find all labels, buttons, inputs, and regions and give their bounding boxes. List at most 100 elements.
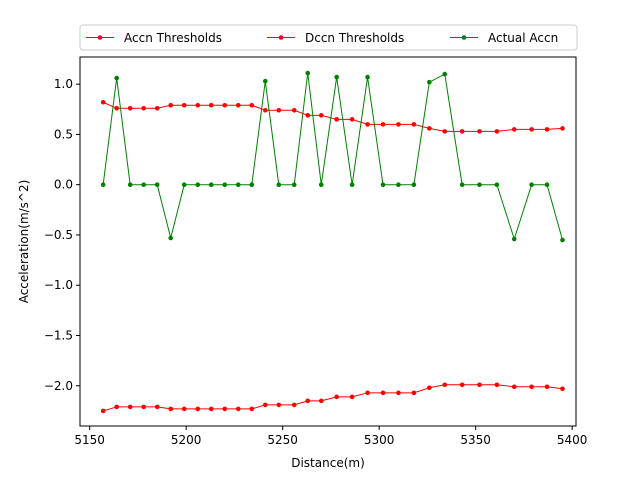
data-point bbox=[195, 406, 201, 412]
data-point bbox=[291, 107, 297, 113]
y-tick-label: −1.5 bbox=[44, 329, 73, 343]
data-point bbox=[100, 99, 106, 105]
data-point bbox=[208, 406, 214, 412]
data-point bbox=[262, 78, 268, 84]
data-point bbox=[222, 102, 228, 108]
x-tick-label: 5200 bbox=[171, 433, 202, 447]
data-point bbox=[494, 182, 500, 187]
data-point bbox=[276, 182, 282, 187]
data-point bbox=[396, 122, 401, 127]
data-point bbox=[380, 122, 386, 127]
x-tick-label: 5300 bbox=[364, 433, 395, 447]
data-point bbox=[154, 105, 160, 111]
data-point bbox=[411, 122, 417, 127]
data-point bbox=[427, 385, 432, 391]
data-point bbox=[411, 182, 417, 187]
data-point bbox=[494, 382, 500, 388]
data-point bbox=[235, 102, 241, 108]
data-point bbox=[262, 107, 268, 113]
data-point bbox=[560, 126, 565, 131]
data-point bbox=[168, 406, 174, 412]
data-point bbox=[222, 406, 228, 412]
data-point bbox=[100, 408, 106, 414]
data-point bbox=[511, 384, 517, 390]
data-point bbox=[127, 105, 133, 111]
data-point bbox=[349, 394, 355, 400]
x-tick-label: 5400 bbox=[557, 433, 588, 447]
data-point bbox=[529, 127, 534, 132]
legend: Accn Thresholds Dccn Thresholds Actual Acc… bbox=[79, 24, 578, 51]
data-point bbox=[334, 117, 339, 122]
legend-box bbox=[79, 24, 578, 51]
data-point bbox=[529, 182, 534, 187]
data-point bbox=[365, 390, 370, 396]
data-point bbox=[380, 182, 386, 187]
legend-label: Actual Accn bbox=[488, 31, 558, 45]
data-point bbox=[365, 122, 370, 127]
data-point bbox=[477, 129, 482, 134]
data-point bbox=[305, 398, 311, 404]
axes-frame bbox=[79, 56, 577, 427]
y-tick-label: −2.0 bbox=[44, 379, 73, 393]
data-point bbox=[154, 404, 160, 410]
data-point bbox=[235, 182, 241, 187]
y-axis-label: Acceleration(m/s^2) bbox=[17, 180, 31, 304]
data-point bbox=[276, 402, 282, 408]
data-point bbox=[291, 182, 297, 187]
data-point bbox=[365, 74, 370, 80]
data-point bbox=[249, 406, 255, 412]
plot-area bbox=[100, 70, 565, 414]
data-point bbox=[560, 237, 565, 243]
data-point bbox=[114, 75, 119, 81]
legend-label: Dccn Thresholds bbox=[305, 31, 404, 45]
data-point bbox=[349, 182, 355, 187]
legend-swatch-marker bbox=[461, 35, 467, 40]
x-tick-label: 5250 bbox=[267, 433, 298, 447]
legend-label: Accn Thresholds bbox=[124, 31, 222, 45]
data-point bbox=[127, 182, 133, 187]
data-point bbox=[154, 182, 160, 187]
data-point bbox=[291, 402, 297, 408]
data-point bbox=[195, 102, 201, 108]
data-point bbox=[114, 404, 119, 410]
data-point bbox=[560, 386, 565, 392]
data-point bbox=[477, 382, 482, 388]
data-point bbox=[168, 102, 174, 108]
data-point bbox=[114, 105, 119, 111]
data-point bbox=[141, 105, 146, 111]
data-point bbox=[477, 182, 482, 187]
legend-swatch-marker bbox=[97, 35, 103, 40]
data-point bbox=[181, 182, 187, 187]
y-tick-label: −0.5 bbox=[44, 228, 73, 242]
data-point bbox=[396, 390, 401, 396]
data-point bbox=[529, 384, 534, 390]
data-point bbox=[427, 79, 432, 85]
data-point bbox=[380, 390, 386, 396]
data-point bbox=[459, 182, 465, 187]
data-point bbox=[318, 398, 324, 404]
data-point bbox=[141, 404, 146, 410]
data-point bbox=[494, 129, 500, 134]
data-point bbox=[208, 182, 214, 187]
data-point bbox=[411, 390, 417, 396]
y-tick-label: 0.0 bbox=[54, 178, 73, 192]
data-point bbox=[181, 406, 187, 412]
data-point bbox=[349, 117, 355, 122]
data-point bbox=[305, 70, 311, 76]
data-point bbox=[544, 127, 550, 132]
data-point bbox=[442, 382, 448, 388]
data-point bbox=[181, 102, 187, 108]
axes: 5150 5200 5250 5300 5350 5400 −2.0 −1.5 −1.0 −0.5… bbox=[17, 56, 588, 470]
data-point bbox=[511, 236, 517, 242]
legend-swatch-marker bbox=[278, 35, 284, 40]
data-point bbox=[334, 394, 339, 400]
data-point bbox=[195, 182, 201, 187]
data-point bbox=[511, 127, 517, 132]
y-tick-label: 1.0 bbox=[54, 77, 73, 91]
x-tick-label: 5350 bbox=[460, 433, 491, 447]
y-tick-label: −1.0 bbox=[44, 278, 73, 292]
data-point bbox=[442, 129, 448, 134]
data-point bbox=[544, 384, 550, 390]
